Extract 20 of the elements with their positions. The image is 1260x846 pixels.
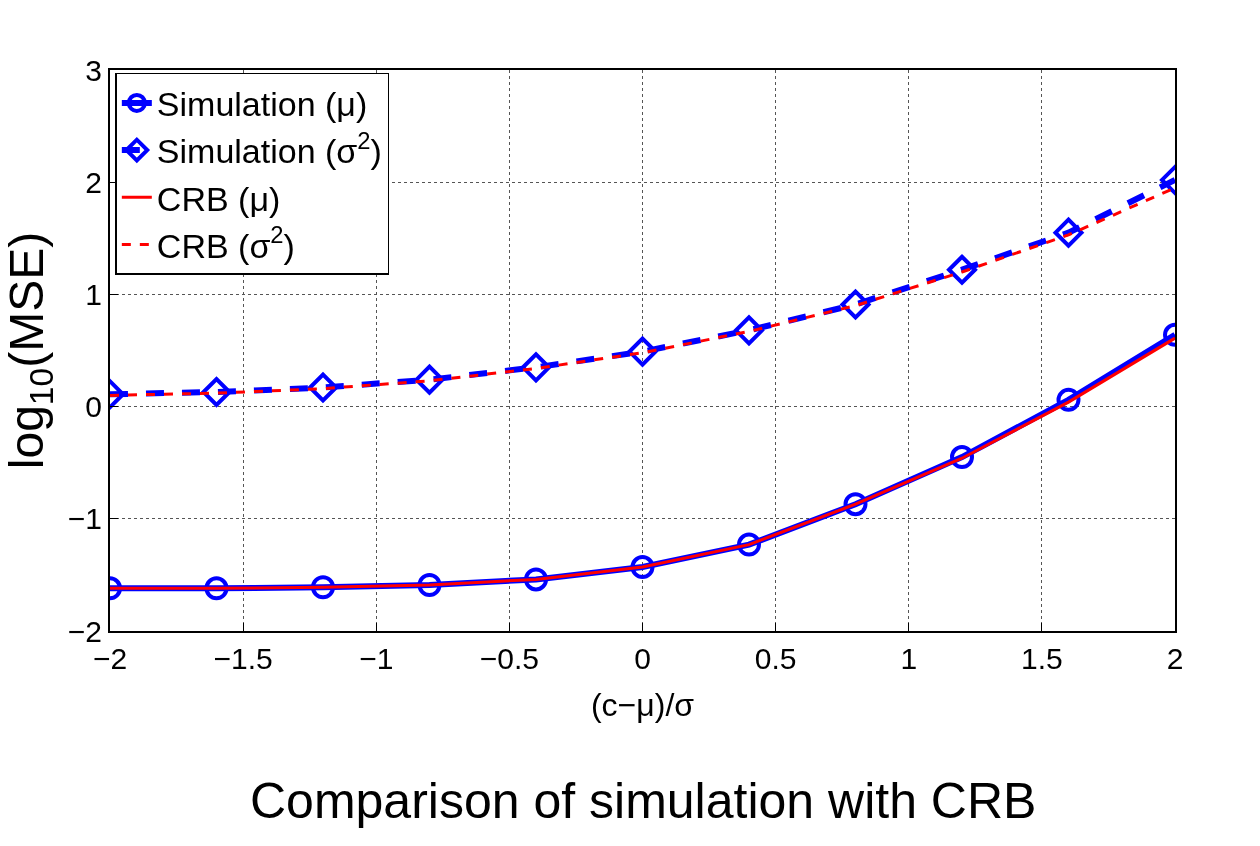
x-tick-label: −1 bbox=[359, 642, 394, 675]
legend-label: Simulation (μ) bbox=[156, 85, 368, 124]
y-tick-label: 0 bbox=[85, 390, 102, 424]
x-tick-label: 2 bbox=[1166, 642, 1184, 675]
y-tick-label: 2 bbox=[85, 165, 102, 199]
legend-label: CRB (σ$^{2}$) bbox=[156, 221, 295, 265]
x-tick-label: 1 bbox=[900, 642, 918, 675]
x-tick-label: −0.5 bbox=[479, 642, 539, 675]
x-axis-title: (c−μ)/σ bbox=[590, 687, 695, 724]
x-tick-label: 0 bbox=[634, 642, 651, 675]
x-tick-label: 1.5 bbox=[1021, 642, 1063, 675]
text: Comparison of simulation with CRB bbox=[250, 773, 1037, 829]
x-tick-label: −1.5 bbox=[213, 642, 273, 675]
y-tick-label: 1 bbox=[85, 277, 102, 311]
y-tick-label: 3 bbox=[85, 53, 102, 87]
legend-label: CRB (μ) bbox=[156, 179, 281, 218]
legend-label: Simulation (σ$^{2}$) bbox=[156, 127, 382, 171]
x-tick-label: 0.5 bbox=[754, 642, 797, 675]
y-tick-label: −2 bbox=[67, 614, 102, 648]
y-tick-label: −1 bbox=[67, 502, 102, 536]
